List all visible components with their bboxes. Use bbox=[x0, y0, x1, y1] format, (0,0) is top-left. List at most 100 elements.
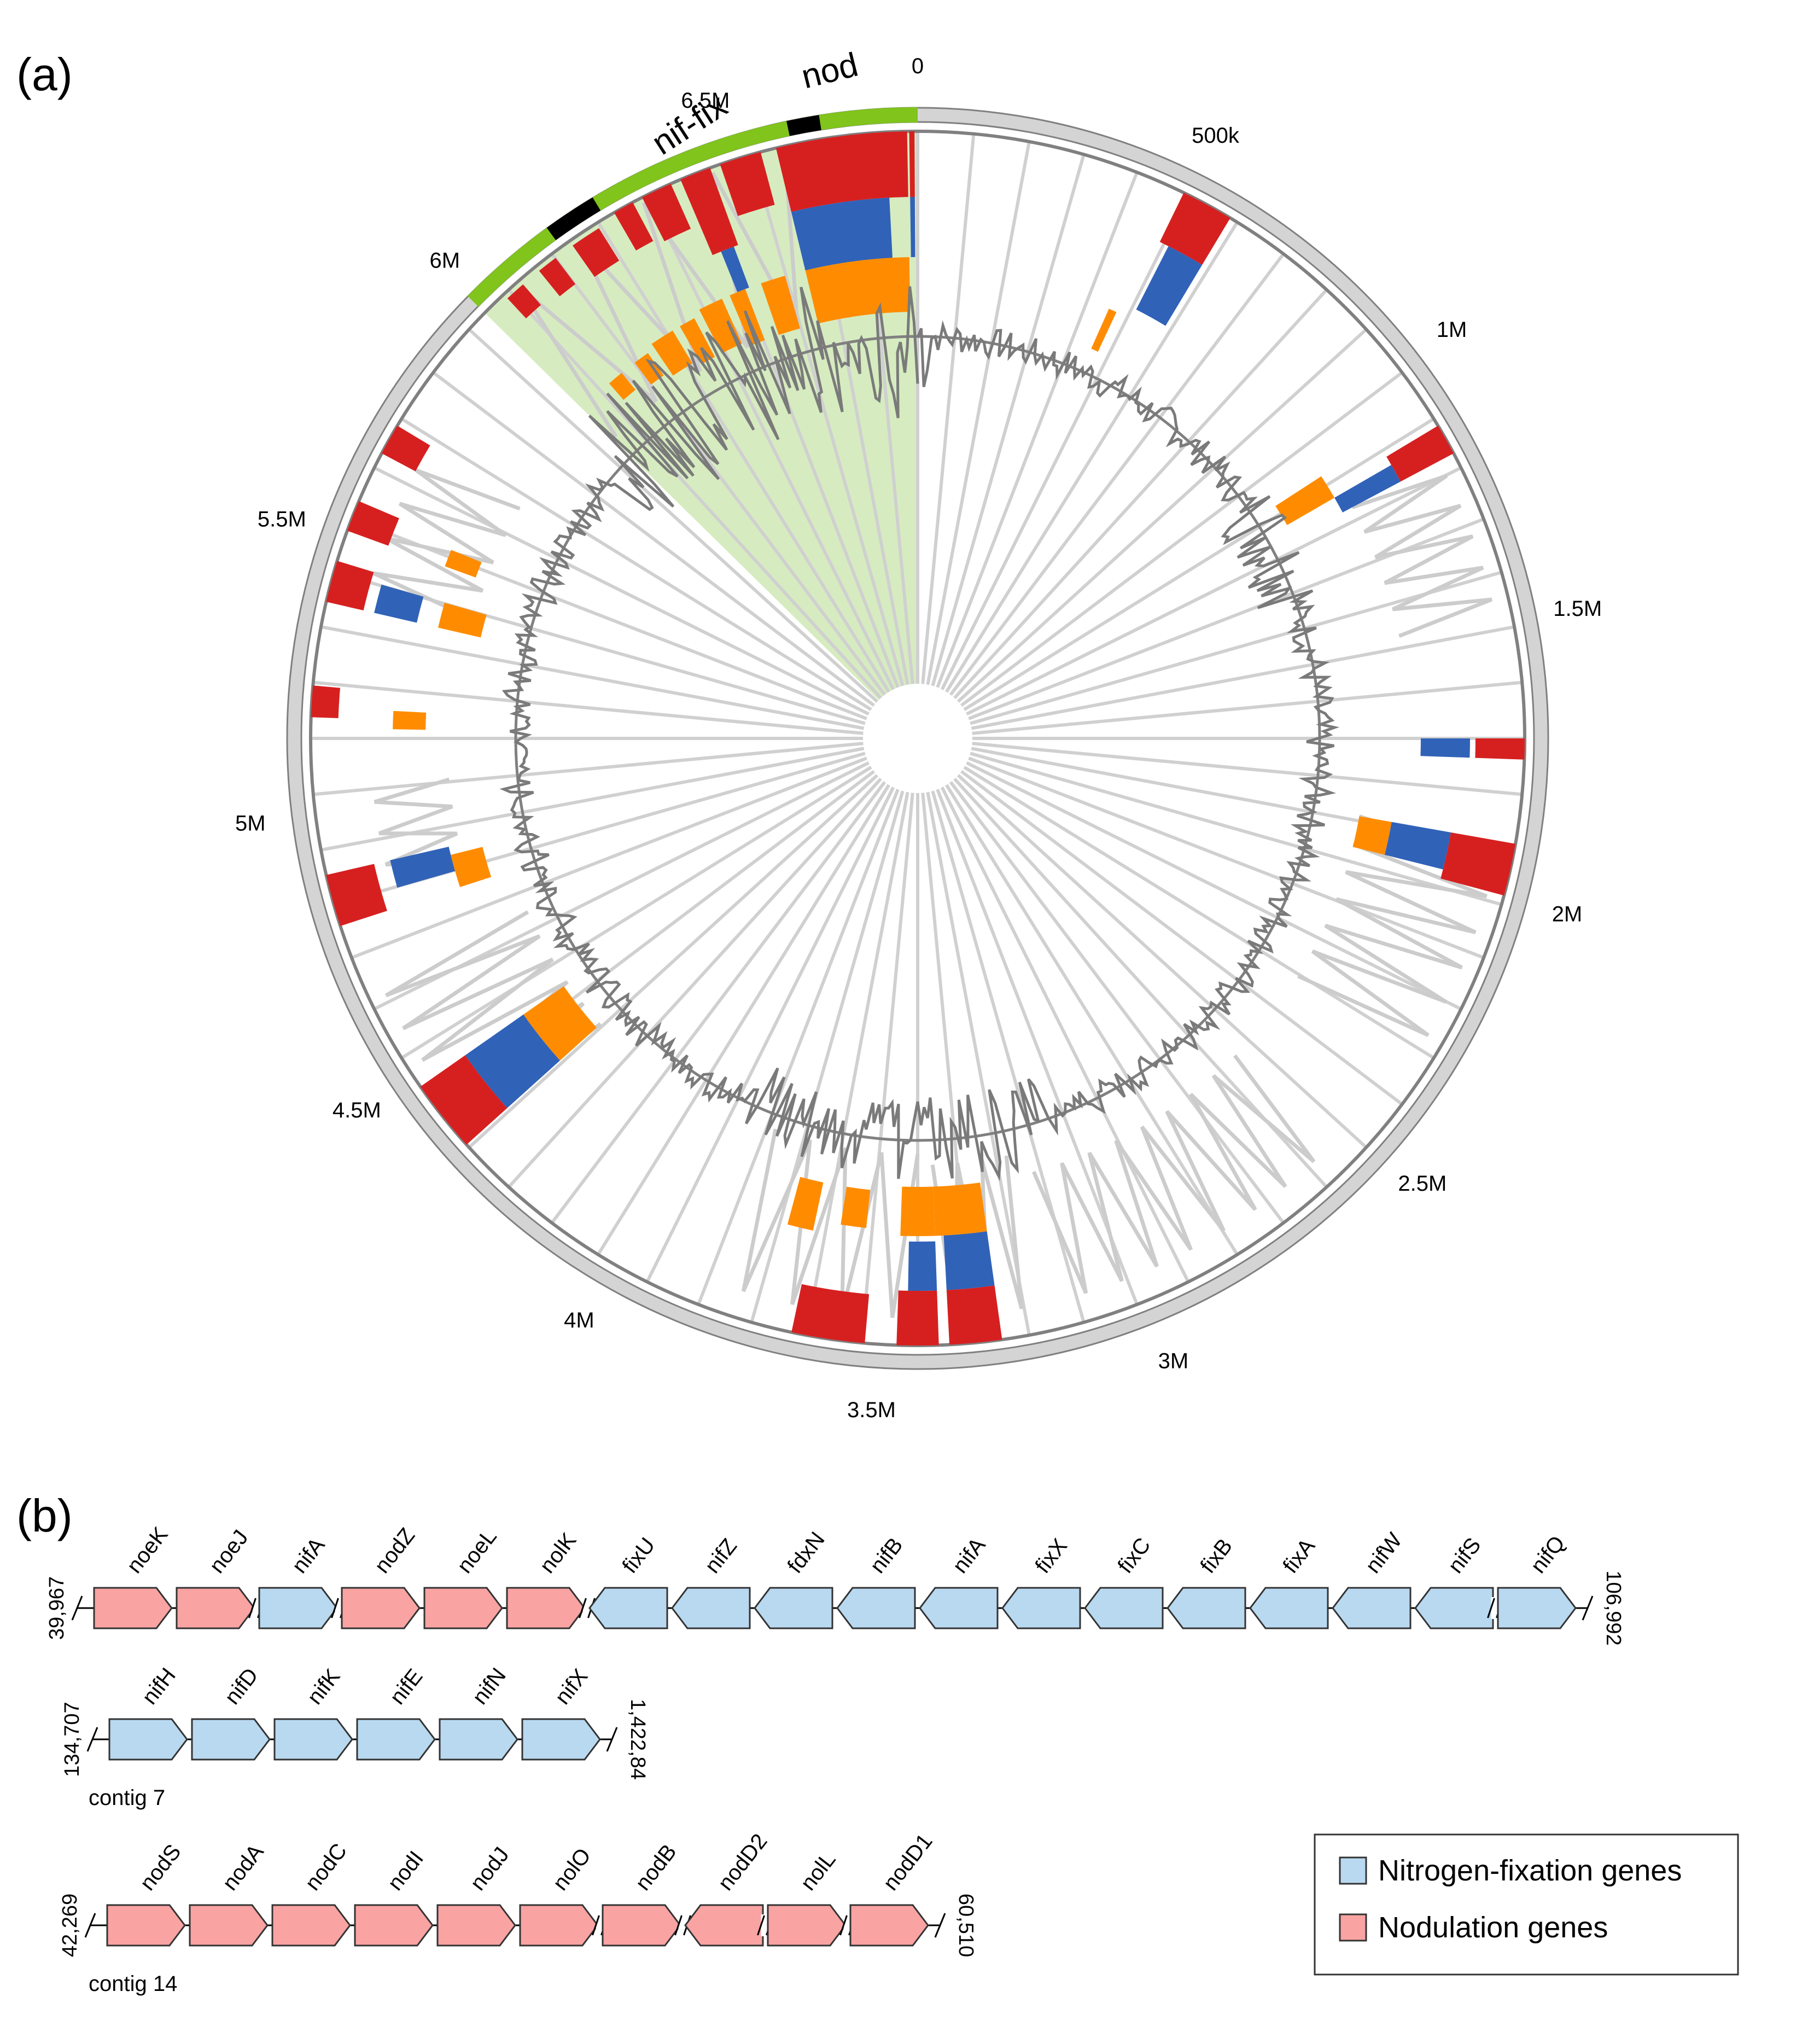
gene-label: nifD bbox=[220, 1663, 263, 1709]
region-marker-black bbox=[546, 197, 601, 241]
gene-label: nifQ bbox=[1526, 1531, 1570, 1578]
gene-arrow bbox=[354, 1904, 434, 1947]
spoke bbox=[400, 766, 872, 1059]
gene-mark bbox=[311, 685, 341, 719]
spoke bbox=[940, 787, 1190, 1283]
zigzag-segment bbox=[741, 1128, 920, 1318]
gene-mark bbox=[1136, 246, 1203, 326]
zigzag-segment bbox=[1351, 474, 1492, 638]
spoke bbox=[960, 371, 1403, 707]
cluster-start-mark bbox=[86, 1727, 98, 1752]
gene-label: nifX bbox=[550, 1664, 592, 1709]
spoke bbox=[949, 253, 1285, 696]
tick-label: 6.5M bbox=[681, 89, 730, 113]
tick-label: 2.5M bbox=[1398, 1172, 1447, 1196]
spoke bbox=[313, 742, 864, 796]
spoke bbox=[697, 789, 900, 1306]
tick-labels-layer: 0 500k 1M 1.5M 2M 2.5M 3M 3.5M 4M 4.5M 5M 5.5M 6M 6.5… bbox=[235, 54, 1602, 1422]
zigzag-track bbox=[372, 139, 1497, 1318]
gene-label: fixC bbox=[1113, 1533, 1155, 1577]
gene-mark bbox=[680, 167, 738, 255]
gene-mark bbox=[642, 183, 691, 242]
gene-arrow bbox=[108, 1718, 188, 1761]
gene-arrow bbox=[1249, 1587, 1329, 1629]
gene-mark bbox=[841, 1186, 871, 1228]
spoke bbox=[374, 466, 870, 716]
gene-mark bbox=[1420, 738, 1470, 758]
gene-mark bbox=[1275, 476, 1335, 525]
gene-mark bbox=[943, 1231, 995, 1290]
spoke bbox=[966, 761, 1462, 1011]
gene-arrow bbox=[1167, 1587, 1246, 1629]
gene-label: nifK bbox=[302, 1664, 345, 1709]
break-mark bbox=[757, 1915, 765, 1936]
gene-mark bbox=[465, 1014, 561, 1108]
legend-box bbox=[1314, 1833, 1739, 1976]
cluster-end-coord: 106,992 bbox=[1602, 1570, 1625, 1645]
gene-mark bbox=[910, 197, 915, 258]
gene-mark bbox=[1352, 816, 1392, 855]
gene-label: nodS bbox=[135, 1840, 185, 1895]
circular-genome-map: 0 500k 1M 1.5M 2M 2.5M 3M 3.5M 4M 4.5M 5M 5.5M 6M 6.5… bbox=[235, 46, 1602, 1422]
tick-label: 4.5M bbox=[333, 1098, 381, 1122]
tick-label: 500k bbox=[1192, 124, 1240, 148]
gene-label: nodC bbox=[300, 1839, 352, 1895]
cluster-start-coord: 134,707 bbox=[61, 1702, 84, 1777]
spoke bbox=[645, 787, 895, 1283]
gene-mark bbox=[651, 330, 692, 376]
gene-mark bbox=[390, 846, 456, 888]
gene-mark bbox=[900, 1186, 935, 1236]
zigzag-segment bbox=[518, 139, 905, 438]
gene-arrow bbox=[919, 1587, 999, 1629]
tick-label: 5M bbox=[235, 812, 266, 836]
gene-mark bbox=[1440, 832, 1516, 896]
spoke bbox=[432, 371, 876, 707]
spoke bbox=[940, 194, 1190, 690]
gene-mark bbox=[374, 584, 424, 623]
region-arc bbox=[467, 107, 918, 307]
gene-arrow bbox=[271, 1904, 351, 1947]
spoke bbox=[970, 570, 1502, 725]
gene-mark bbox=[791, 197, 893, 271]
spoke bbox=[972, 680, 1523, 735]
break-mark bbox=[592, 1915, 600, 1936]
tick-label: 1.5M bbox=[1553, 597, 1602, 621]
break-mark bbox=[579, 1598, 587, 1618]
gene-arrow bbox=[1001, 1587, 1081, 1629]
tick-label: 3.5M bbox=[847, 1398, 896, 1422]
spoke bbox=[936, 171, 1139, 688]
gene-label: nodD2 bbox=[713, 1830, 772, 1895]
gene-mark bbox=[523, 986, 597, 1061]
spoke bbox=[597, 784, 890, 1256]
gene-arrow bbox=[521, 1718, 601, 1761]
spoke bbox=[645, 194, 895, 690]
gene-label: nolL bbox=[796, 1848, 840, 1895]
spoke bbox=[550, 253, 886, 696]
gene-mark bbox=[775, 131, 908, 212]
spokes-layer bbox=[311, 131, 1525, 1346]
gene-label: nodJ bbox=[465, 1843, 514, 1895]
gene-mark bbox=[614, 202, 654, 251]
gene-arrow bbox=[671, 1587, 751, 1629]
gene-label: fdxN bbox=[783, 1528, 829, 1578]
gene-arrow bbox=[1084, 1587, 1164, 1629]
gene-mark bbox=[1475, 738, 1525, 760]
legend-label: Nitrogen-fixation genes bbox=[1378, 1854, 1682, 1887]
spoke bbox=[507, 777, 882, 1189]
gene-mark bbox=[634, 353, 664, 385]
cluster-start-coord: 39,967 bbox=[45, 1576, 68, 1640]
gene-arrow bbox=[436, 1904, 516, 1947]
cluster-end-coord: 60,510 bbox=[954, 1894, 977, 1957]
spoke bbox=[468, 328, 879, 703]
gene-arrow bbox=[506, 1587, 586, 1629]
legend-swatch bbox=[1339, 1913, 1367, 1942]
cluster-end-mark bbox=[934, 1913, 946, 1938]
spoke bbox=[949, 781, 1285, 1224]
spoke bbox=[957, 328, 1368, 703]
gene-label: nifE bbox=[385, 1664, 427, 1709]
spoke bbox=[936, 789, 1139, 1306]
spoke bbox=[970, 752, 1502, 906]
gene-mark bbox=[507, 284, 541, 319]
gene-label: fixX bbox=[1030, 1534, 1072, 1578]
